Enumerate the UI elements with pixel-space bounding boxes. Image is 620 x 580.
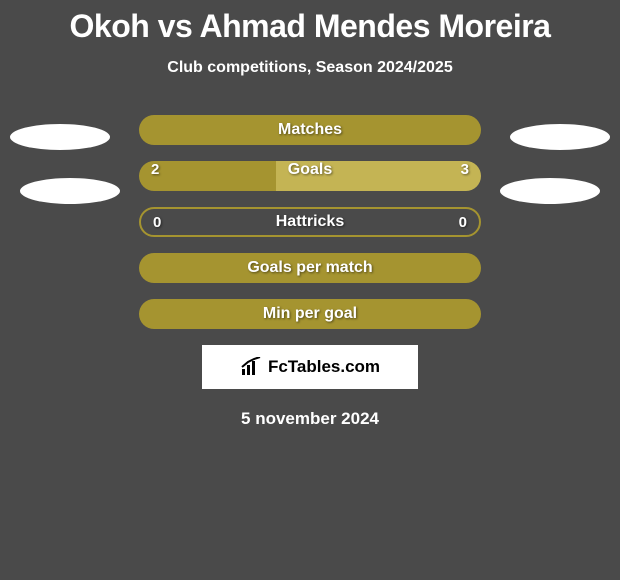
stat-bar-min-per-goal: Min per goal xyxy=(139,299,481,329)
stat-bar-hattricks: 0 Hattricks 0 xyxy=(139,207,481,237)
stat-label: Min per goal xyxy=(139,305,481,323)
brand-box: FcTables.com xyxy=(202,345,418,389)
avatar-placeholder-left-2 xyxy=(20,178,120,204)
avatar-placeholder-left-1 xyxy=(10,124,110,150)
page-title: Okoh vs Ahmad Mendes Moreira xyxy=(0,0,620,45)
stat-bar-matches: Matches xyxy=(139,115,481,145)
avatar-placeholder-right-1 xyxy=(510,124,610,150)
stat-bar-goals-per-match: Goals per match xyxy=(139,253,481,283)
stat-label: Matches xyxy=(139,121,481,139)
subtitle: Club competitions, Season 2024/2025 xyxy=(0,59,620,77)
stat-label: Goals per match xyxy=(139,259,481,277)
brand-text: FcTables.com xyxy=(268,357,380,377)
chart-icon xyxy=(240,357,262,377)
stats-bar-list: Matches 2 Goals 3 0 Hattricks 0 Goals pe… xyxy=(139,115,481,329)
stat-label: Hattricks xyxy=(141,213,479,231)
stat-value-right: 0 xyxy=(459,214,467,231)
stat-bar-goals: 2 Goals 3 xyxy=(139,161,481,191)
date-text: 5 november 2024 xyxy=(0,409,620,429)
stat-value-left: 0 xyxy=(153,214,161,231)
stat-bar-segment-right xyxy=(276,161,481,191)
stat-bar-segment-left xyxy=(139,161,276,191)
avatar-placeholder-right-2 xyxy=(500,178,600,204)
